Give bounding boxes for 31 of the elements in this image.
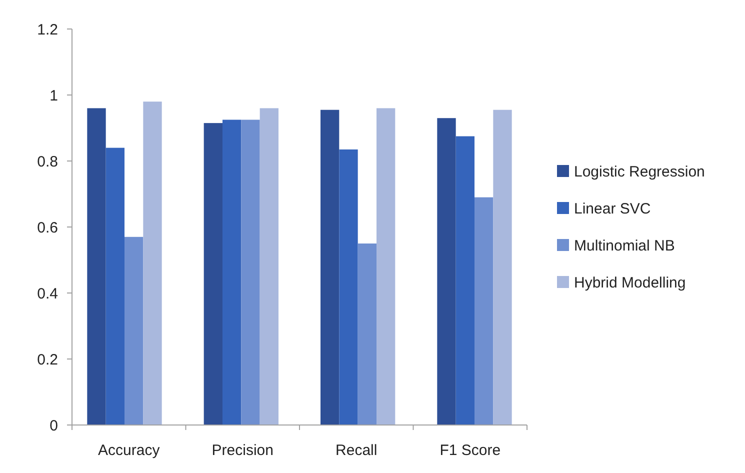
bar (376, 108, 396, 425)
y-tick-label: 0 (50, 417, 58, 434)
x-tick-label: Accuracy (98, 442, 160, 459)
bar (358, 244, 376, 425)
bar (204, 123, 222, 425)
legend-label: Logistic Regression (574, 163, 705, 180)
legend-label: Multinomial NB (574, 237, 675, 254)
bar (124, 236, 144, 425)
x-tick-label: F1 Score (440, 442, 501, 459)
bar (493, 110, 512, 425)
bar (222, 120, 242, 425)
bar (456, 136, 474, 425)
bar (474, 197, 494, 425)
bar (87, 108, 106, 425)
bar (339, 149, 358, 425)
legend-label: Hybrid Modelling (574, 274, 686, 292)
y-tick-label: 0.4 (37, 285, 58, 302)
x-tick-label: Precision (212, 442, 274, 459)
bar (437, 118, 456, 425)
bar (143, 102, 162, 425)
y-tick-label: 1.2 (37, 21, 58, 38)
x-tick-label: Recall (336, 442, 378, 459)
bar (106, 148, 124, 425)
bar (241, 120, 260, 425)
legend-label: Linear SVC (574, 200, 651, 218)
y-tick-label: 0.8 (37, 153, 58, 170)
y-tick-label: 0.2 (37, 351, 58, 368)
y-tick-label: 1 (50, 87, 58, 104)
bar (260, 108, 278, 425)
bar (320, 110, 340, 425)
y-tick-label: 0.6 (37, 219, 58, 236)
